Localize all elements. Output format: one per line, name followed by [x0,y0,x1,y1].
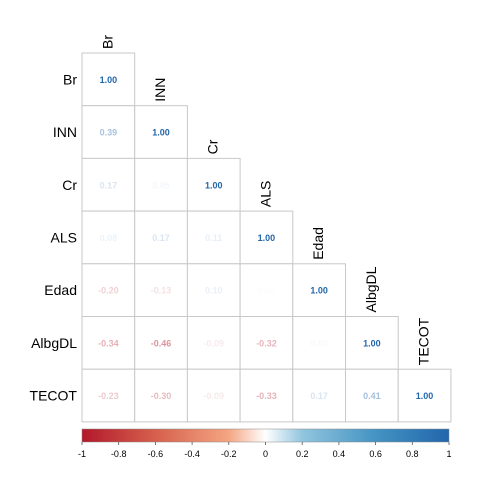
cell-AlbgDL-Edad [292,316,346,370]
cell-value: -0.09 [203,391,224,401]
cell-TECOT-Br [81,368,136,423]
cell-value: 0.03 [310,338,328,348]
colorbar [81,428,450,443]
colorbar-tick-label: 0.6 [369,449,382,459]
cell-INN-INN [134,105,188,159]
row-label-INN: INN [53,124,77,140]
row-label-Edad: Edad [44,282,77,298]
cell-value: -0.34 [98,338,119,348]
cell-value: -0.33 [256,391,277,401]
cell-Br-Br [81,52,136,107]
cell-value: -0.30 [151,391,172,401]
cell-TECOT-TECOT [397,368,452,423]
column-label-Cr: Cr [205,139,221,154]
colorbar-tick-label: 0.2 [296,449,309,459]
cell-value: 1.00 [205,180,223,190]
cell-value: 0.08 [100,233,118,243]
column-label-ALS: ALS [257,181,273,207]
cell-value: 0.17 [100,180,118,190]
colorbar-ticks: -1 -0.8 -0.6 -0.4 -0.2 0 0.2 0.4 0.6 0.8 1 [78,442,452,459]
cell-value: 1.00 [416,391,434,401]
cell-value: 1.00 [258,233,276,243]
cell-value: 0.39 [100,128,118,138]
colorbar-tick-label: 0.4 [333,449,346,459]
cell-value: 0.41 [363,391,381,401]
cell-value: 0.17 [152,233,170,243]
column-label-Br: Br [99,35,115,49]
colorbar-tick-label: -1 [78,449,86,459]
cell-Cr-Cr [186,157,241,212]
cell-AlbgDL-INN [134,316,188,370]
row-label-Cr: Cr [62,177,77,193]
colorbar-tick-label: -0.6 [148,449,164,459]
cell-value: -0.20 [98,286,119,296]
cell-AlbgDL-AlbgDL [345,316,399,370]
cell-AlbgDL-ALS [239,316,294,370]
cell-Edad-INN [134,263,188,317]
cell-value: 0.05 [152,180,170,190]
cell-AlbgDL-Br [81,316,136,370]
colorbar-tick-label: 0.8 [406,449,419,459]
cell-value: 0.10 [205,286,223,296]
column-label-INN: INN [152,78,168,102]
cell-value: -0.23 [98,391,119,401]
cell-Edad-ALS [239,263,294,317]
colorbar-tick-label: 1 [446,449,451,459]
cell-value: -0.32 [256,338,277,348]
cell-value: 0.17 [310,391,328,401]
colorbar-tick-label: -0.2 [221,449,237,459]
cell-AlbgDL-Cr [186,316,241,370]
column-labels: Br INN Cr ALS Edad AlbgDL TECOT [99,35,431,366]
row-label-Br: Br [63,71,77,87]
cell-value: -0.09 [203,338,224,348]
column-label-AlbgDL: AlbgDL [363,266,379,312]
cell-value: -0.13 [151,286,172,296]
row-label-ALS: ALS [51,229,77,245]
cell-value: 1.00 [310,286,328,296]
cell-value: 1.00 [100,75,118,85]
cell-value: 1.00 [363,338,381,348]
cell-TECOT-INN [134,368,188,423]
column-label-Edad: Edad [310,227,326,260]
cells-layer: 1.00 0.39 1.00 0.17 0.05 1.00 0.08 0.17 0.11 1.00… [81,52,452,423]
colorbar-tick-label: -0.4 [184,449,200,459]
column-label-TECOT: TECOT [416,317,432,365]
colorbar-tick-label: 0 [263,449,268,459]
cell-TECOT-AlbgDL [345,368,399,423]
cell-value: 1.00 [152,128,170,138]
cell-ALS-INN [134,210,188,265]
cell-INN-Br [81,105,136,159]
cell-TECOT-ALS [239,368,294,423]
cell-value: 0.02 [258,286,276,296]
cell-ALS-ALS [239,210,294,265]
cell-value: -0.46 [151,338,172,348]
cell-value: 0.11 [205,233,222,243]
row-labels: Br INN Cr ALS Edad AlbgDL TECOT [30,71,78,403]
row-label-AlbgDL: AlbgDL [31,335,77,351]
row-label-TECOT: TECOT [30,388,78,404]
colorbar-tick-label: -0.8 [111,449,127,459]
